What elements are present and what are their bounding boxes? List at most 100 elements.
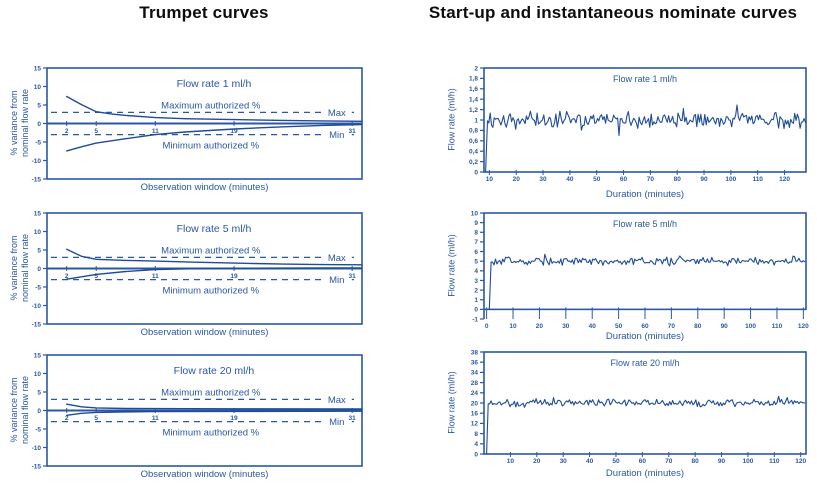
y-axis-ticks: 15 10 5 0 -5 -10 -15 (32, 352, 47, 470)
svg-text:36: 36 (471, 360, 479, 367)
svg-text:Flow rate 5 ml/h: Flow rate 5 ml/h (613, 219, 677, 229)
startup-chart-20mlh: Flow rate 20 ml/h 38 36 34 28 24 20 16 12 8 4 0 10 20… (471, 349, 807, 465)
svg-text:30: 30 (562, 323, 570, 330)
svg-text:4: 4 (474, 441, 478, 448)
svg-text:8: 8 (474, 230, 478, 237)
svg-text:100: 100 (743, 458, 754, 465)
svg-text:40: 40 (566, 176, 574, 183)
svg-text:110: 110 (769, 458, 780, 465)
y-axis-label: Flow rate (ml/h) (446, 371, 457, 434)
authorized-limit-lines (51, 398, 358, 423)
svg-text:2: 2 (474, 287, 478, 294)
x-axis-label: Observation window (minutes) (140, 469, 269, 480)
startup-chart-1mlh: Flow rate 1 ml/h 2 1,8 1,6 1,4 1,2 1 0,8 0,6 0,4 0… (469, 65, 807, 183)
limit-annotations: Maximum authorized % Minimum authorized %… (161, 245, 352, 297)
svg-text:110: 110 (772, 323, 783, 330)
chart-title: Flow rate 20 ml/h (174, 365, 255, 377)
x-axis-ticks: 10 20 30 40 50 60 70 80 90 100 110 120 (507, 452, 807, 465)
svg-text:100: 100 (745, 323, 756, 330)
svg-text:70: 70 (668, 323, 676, 330)
svg-text:10: 10 (509, 323, 517, 330)
trumpet-chart-1mlh-canvas: Maximum authorized % Minimum authorized %… (32, 65, 363, 183)
svg-text:-15: -15 (32, 321, 42, 328)
trumpet-chart-20mlh-canvas: Maximum authorized % Minimum authorized %… (32, 352, 363, 470)
svg-text:1,2: 1,2 (469, 107, 478, 114)
svg-text:-15: -15 (32, 176, 42, 183)
svg-text:50: 50 (612, 458, 620, 465)
trumpet-chart-5mlh-canvas: Maximum authorized % Minimum authorized %… (32, 210, 363, 328)
svg-text:5: 5 (37, 102, 41, 109)
svg-text:0: 0 (37, 266, 41, 273)
svg-text:Max: Max (328, 108, 346, 119)
right-section-title: Start-up and instantaneous nominate curv… (428, 3, 798, 22)
svg-text:90: 90 (718, 458, 726, 465)
svg-text:9: 9 (474, 220, 478, 227)
svg-text:0: 0 (474, 451, 478, 458)
svg-text:8: 8 (474, 431, 478, 438)
svg-text:5: 5 (94, 273, 98, 280)
svg-text:31: 31 (349, 273, 357, 280)
svg-text:7: 7 (474, 239, 478, 246)
svg-text:5: 5 (94, 128, 98, 135)
svg-text:Min: Min (329, 130, 344, 141)
svg-text:Minimum authorized %: Minimum authorized % (162, 141, 259, 152)
svg-text:20: 20 (513, 176, 521, 183)
svg-text:24: 24 (471, 390, 479, 397)
svg-text:-10: -10 (32, 445, 42, 452)
svg-text:70: 70 (647, 176, 655, 183)
authorized-limit-lines (51, 256, 358, 281)
svg-text:30: 30 (560, 458, 568, 465)
svg-text:20: 20 (536, 323, 544, 330)
svg-text:0: 0 (474, 169, 478, 176)
svg-text:31: 31 (349, 128, 357, 135)
svg-text:90: 90 (721, 323, 729, 330)
svg-text:120: 120 (798, 323, 809, 330)
svg-text:0: 0 (37, 121, 41, 128)
svg-text:50: 50 (615, 323, 623, 330)
series-minimum-variance (66, 410, 363, 416)
x-axis-label: Duration (minutes) (605, 468, 685, 479)
svg-text:5: 5 (37, 247, 41, 254)
svg-text:19: 19 (230, 128, 238, 135)
svg-text:10: 10 (34, 229, 42, 236)
svg-text:12: 12 (471, 421, 479, 428)
trumpet-chart-1mlh: Maximum authorized % Minimum authorized %… (32, 65, 363, 183)
svg-text:Max: Max (328, 395, 346, 406)
svg-text:0: 0 (485, 323, 489, 330)
svg-text:Max: Max (328, 253, 346, 264)
x-axis-ticks: 10 20 30 40 50 60 70 80 90 100 110 120 (486, 170, 790, 183)
x-axis-label: Observation window (minutes) (140, 327, 269, 338)
svg-text:11: 11 (152, 128, 159, 135)
svg-text:10: 10 (34, 84, 42, 91)
svg-text:-1: -1 (472, 316, 478, 323)
svg-text:50: 50 (593, 176, 601, 183)
trumpet-chart-20mlh: Maximum authorized % Minimum authorized %… (32, 352, 363, 470)
chart-title: Flow rate 20 ml/h (610, 358, 679, 368)
svg-text:31: 31 (349, 415, 357, 422)
y-axis-ticks: 38 36 34 28 24 20 16 12 8 4 0 (471, 349, 484, 458)
svg-text:28: 28 (471, 380, 479, 387)
svg-text:11: 11 (152, 273, 159, 280)
svg-text:-5: -5 (35, 139, 41, 146)
series-instantaneous-flow (485, 104, 807, 173)
svg-text:80: 80 (692, 458, 700, 465)
svg-text:16: 16 (471, 411, 479, 418)
limit-annotations: Maximum authorized % Minimum authorized %… (161, 100, 352, 152)
svg-text:-5: -5 (35, 284, 41, 291)
svg-text:Minimum authorized %: Minimum authorized % (162, 428, 259, 439)
svg-text:60: 60 (641, 323, 649, 330)
svg-text:10: 10 (507, 458, 515, 465)
svg-text:110: 110 (752, 176, 763, 183)
svg-text:0,4: 0,4 (469, 149, 478, 156)
svg-text:80: 80 (674, 176, 682, 183)
svg-text:90: 90 (700, 176, 708, 183)
chart-title: Flow rate 5 ml/h (177, 223, 252, 235)
svg-text:38: 38 (471, 349, 479, 356)
x-axis-label: Observation window (minutes) (140, 182, 269, 193)
svg-text:Min: Min (329, 417, 344, 428)
svg-text:15: 15 (34, 65, 42, 72)
